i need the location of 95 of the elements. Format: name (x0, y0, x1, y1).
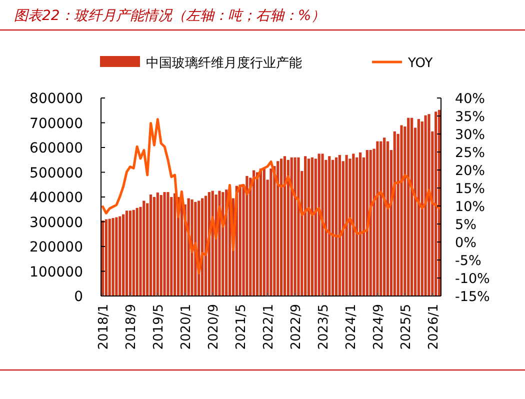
bar (259, 168, 262, 296)
y2-tick-label: 20% (455, 163, 486, 179)
bar (307, 158, 310, 296)
bar (190, 199, 194, 296)
y2-tick-label: 30% (455, 127, 486, 143)
bar (160, 195, 162, 296)
bar (294, 157, 296, 296)
bar (310, 157, 314, 296)
x-tick-label: 2023/5 (316, 304, 332, 350)
bar (125, 210, 128, 296)
y2-tick-label: 35% (455, 109, 486, 125)
bar (400, 125, 403, 296)
bar (304, 156, 307, 296)
bar (338, 154, 341, 296)
bar (358, 152, 362, 296)
bar (142, 200, 146, 296)
bar (166, 192, 170, 296)
bar (297, 157, 300, 296)
x-tick-label: 2025/5 (398, 304, 414, 350)
y-tick-label: 400000 (30, 190, 83, 206)
bar (156, 192, 159, 296)
x-tick-label: 2019/5 (152, 304, 167, 350)
legend-label: YOY (407, 56, 433, 71)
y2-tick-label: -10% (455, 271, 490, 287)
line-series (101, 118, 441, 275)
y-tick-label: 200000 (30, 240, 83, 256)
x-tick-label: 2024/1 (344, 304, 359, 350)
x-tick-label: 2026/1 (426, 304, 442, 350)
bar (290, 157, 293, 296)
bar (280, 158, 283, 296)
bar (132, 210, 135, 296)
bar (334, 157, 338, 296)
bar (136, 208, 138, 296)
y-tick-label: 0 (74, 289, 83, 305)
y-tick-label: 100000 (30, 264, 83, 280)
bar (417, 119, 420, 296)
bar (428, 114, 430, 296)
bar (163, 192, 166, 296)
bar (283, 156, 286, 296)
x-tick-label: 2018/9 (124, 304, 140, 350)
bar (321, 154, 324, 296)
x-tick-label: 2022/1 (262, 304, 277, 350)
bar (318, 154, 320, 296)
y2-tick-label: -15% (455, 289, 490, 305)
y2-tick-label: -5% (455, 253, 482, 269)
x-tick-label: 2018/1 (96, 304, 112, 350)
bar (246, 176, 248, 296)
bar (112, 218, 114, 296)
chart-title: 图表22：玻纤月产能情况（左轴：吨；右轴：%） (14, 8, 326, 24)
y-tick-label: 300000 (30, 214, 83, 231)
y2-tick-label: 40% (455, 91, 486, 107)
bar (328, 156, 331, 296)
bar (434, 112, 438, 296)
legend-label: 中国玻璃纤维月度行业产能 (146, 55, 302, 71)
y-tick-label: 700000 (30, 116, 83, 132)
bar (424, 115, 427, 296)
bar (149, 194, 152, 296)
bar (345, 154, 348, 296)
bar (118, 216, 122, 296)
bar (383, 138, 386, 296)
bar (352, 154, 355, 296)
bar (101, 220, 104, 296)
bar (332, 160, 334, 296)
bar (122, 214, 125, 296)
bar (410, 118, 414, 296)
bar (238, 184, 242, 296)
bar (262, 167, 266, 296)
bar (104, 219, 108, 296)
bar (256, 172, 259, 296)
y2-tick-label: 10% (455, 199, 486, 215)
bar (276, 161, 280, 296)
y2-tick-label: 15% (455, 181, 486, 197)
bar (286, 160, 290, 296)
y-tick-label: 800000 (30, 91, 83, 107)
bar (174, 193, 176, 296)
y2-tick-label: 5% (455, 217, 477, 233)
x-tick-label: 2020/9 (206, 304, 222, 350)
bar (128, 210, 132, 296)
bar (115, 217, 118, 296)
x-tick-label: 2022/9 (289, 304, 304, 350)
bar (393, 131, 396, 296)
bar (376, 141, 379, 296)
y-tick-label: 500000 (30, 165, 83, 182)
x-tick-label: 2020/1 (179, 304, 194, 350)
bar (270, 168, 272, 296)
bar (252, 170, 256, 296)
y2-tick-label: 25% (455, 145, 486, 161)
x-tick-label: 2021/5 (234, 304, 250, 350)
x-tick-label: 2024/9 (371, 304, 386, 350)
bar (380, 141, 382, 296)
y-tick-label: 600000 (30, 140, 83, 156)
y2-tick-label: 0% (455, 235, 477, 251)
bar (108, 218, 111, 296)
bar (386, 141, 390, 296)
bar (407, 118, 410, 296)
